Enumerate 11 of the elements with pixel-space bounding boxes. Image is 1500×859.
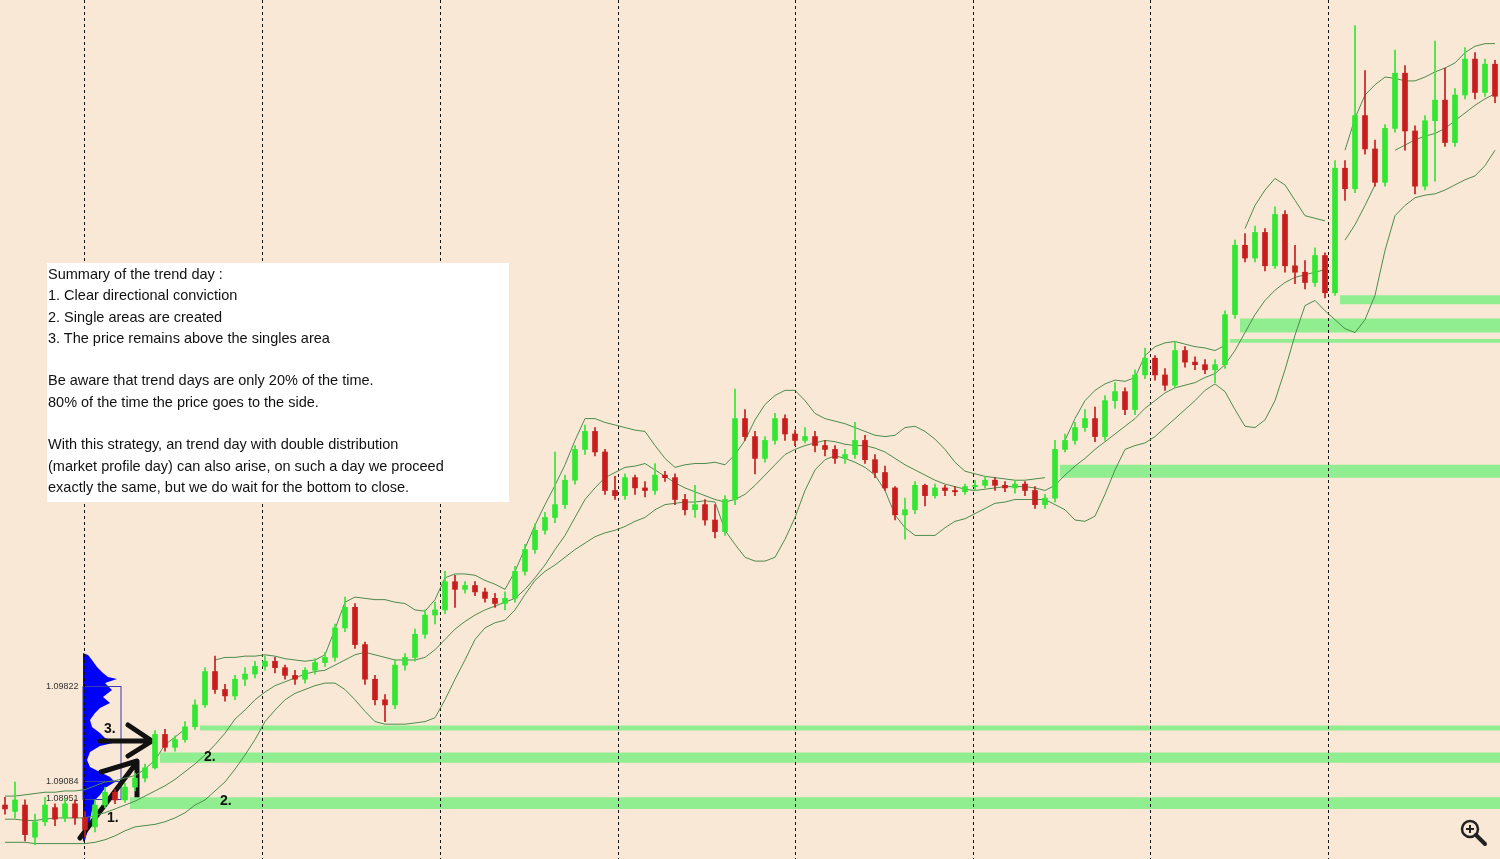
annotation: Be aware that trend days are only 20% of the time. 80% of the time the price goes to the side. [48, 371, 375, 412]
annotation: 1. [107, 809, 119, 825]
y-tick-label: 1.08951 [46, 793, 79, 804]
annotation: Summary of the trend day : 1. Clear directional conviction 2. Single areas are created 3. The price remains above the singles area [48, 265, 331, 348]
annotation: 2. [220, 791, 232, 808]
y-tick-label: 1.09822 [46, 681, 79, 692]
y-tick-label: 1.09084 [46, 775, 79, 786]
annotation: 2. [204, 748, 216, 765]
annotation: With this strategy, an trend day with double distribution (market profile day) can also arise, on such a day we proceed exactly the same, but we do wait for the bottom to close. [48, 435, 445, 497]
text-panel: Summary of the trend day : 1. Clear directional conviction 2. Single areas are created 3. The price remains above the singles area Be aware that trend days are only 20% of the time. 80% of the time the price goes to the side. With this strategy, an trend day with double distribution (market profile day) can also arise, on such a day we proceed exactly the same, but we do wait for the bottom to close. [47, 263, 509, 503]
annotation: 3. [104, 720, 116, 736]
